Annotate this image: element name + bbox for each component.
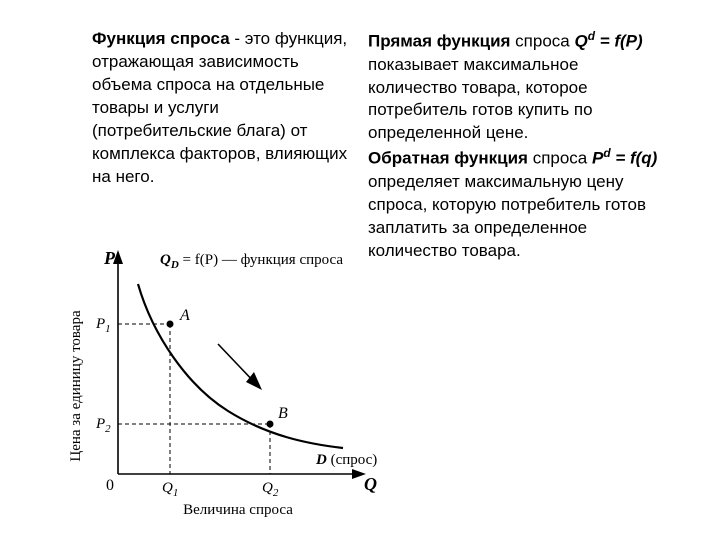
p2-label: P2 <box>95 416 111 435</box>
left-column: Функция спроса - это функция, отражающая… <box>92 28 352 263</box>
r-p2-plain1: спроса <box>528 149 592 168</box>
r-p1-sym2: = f(P) <box>595 32 643 51</box>
x-axis-caption: Величина спроса <box>183 502 293 518</box>
r-p1-plain1: спроса <box>510 32 574 51</box>
r-p2-sup1: d <box>603 146 610 160</box>
left-bold: Функция спроса <box>92 29 230 48</box>
point-a-label: A <box>179 307 190 324</box>
right-p2: Обратная функция спроса Pd = f(q) опреде… <box>368 145 668 262</box>
p-axis-label: P <box>103 248 116 268</box>
demand-d-label: D (спрос) <box>315 452 377 468</box>
r-p2-bold: Обратная функция <box>368 149 528 168</box>
r-p1-rest: показывает максимальное количество товар… <box>368 55 593 143</box>
r-p1-bold: Прямая функция <box>368 32 510 51</box>
r-p1-sup1: d <box>588 29 595 43</box>
demand-curve <box>138 284 343 448</box>
function-label: QD = f(P) — функция спроса <box>160 252 343 271</box>
q2-label: Q2 <box>262 480 279 499</box>
r-p2-sym1: P <box>592 149 603 168</box>
point-b-label: B <box>278 405 288 422</box>
y-axis-caption: Цена за единицу товара <box>68 310 84 462</box>
demand-curve-chart: Цена за единицу товара Величина спроса P… <box>58 246 398 526</box>
p1-label: P1 <box>95 316 111 335</box>
q1-label: Q1 <box>162 480 178 499</box>
point-b <box>267 421 274 428</box>
text-columns: Функция спроса - это функция, отражающая… <box>0 0 720 263</box>
r-p2-rest: определяет максимальную цену спроса, кот… <box>368 172 646 260</box>
direction-arrow-head <box>246 372 262 390</box>
point-a <box>167 321 174 328</box>
left-paragraph: Функция спроса - это функция, отражающая… <box>92 28 352 189</box>
origin-label: 0 <box>106 477 114 494</box>
r-p2-sym2: = f(q) <box>611 149 658 168</box>
right-column: Прямая функция спроса Qd = f(P) показыва… <box>368 28 668 263</box>
q-axis-label: Q <box>364 474 377 494</box>
left-rest: - это функция, отражающая зависимость об… <box>92 29 347 186</box>
r-p1-sym1: Q <box>574 32 587 51</box>
right-p1: Прямая функция спроса Qd = f(P) показыва… <box>368 28 668 145</box>
